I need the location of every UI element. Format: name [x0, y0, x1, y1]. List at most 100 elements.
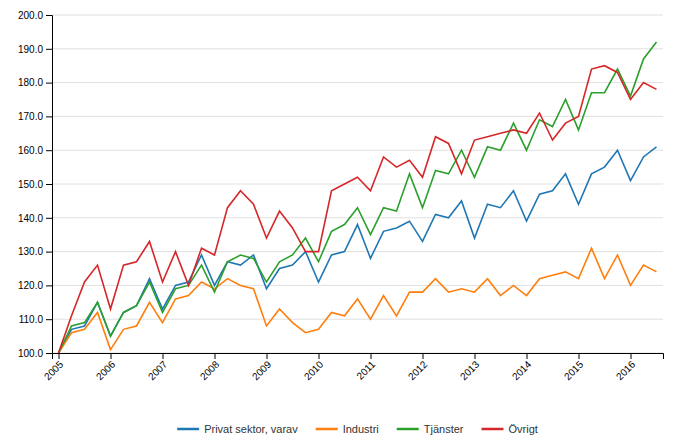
legend-label: Privat sektor, varav	[204, 423, 298, 435]
x-tick-label: 2006	[94, 358, 118, 382]
grid-line	[52, 48, 663, 49]
y-tick: 140.0	[18, 213, 52, 224]
x-tick-label: 2011	[354, 358, 377, 381]
y-tick: 200.0	[18, 10, 52, 21]
y-tick: 150.0	[18, 179, 52, 190]
legend-swatch	[482, 428, 504, 431]
legend-item: Industri	[316, 423, 379, 435]
legend-item: Privat sektor, varav	[177, 423, 298, 435]
y-tick: 100.0	[18, 348, 52, 359]
y-tick-label: 200.0	[18, 10, 43, 21]
y-tick-mark	[46, 353, 52, 354]
y-tick: 190.0	[18, 44, 52, 55]
grid-line	[52, 285, 663, 286]
x-tick: 2012	[406, 353, 430, 382]
y-tick: 120.0	[18, 280, 52, 291]
x-tick-label: 2009	[250, 358, 274, 382]
y-tick-mark	[46, 285, 52, 286]
y-tick-mark	[46, 252, 52, 253]
legend-item: Tjänster	[397, 423, 464, 435]
x-tick-mark	[215, 353, 216, 359]
x-tick-label: 2007	[146, 358, 170, 382]
y-tick-mark	[46, 184, 52, 185]
grid-line	[52, 82, 663, 83]
x-tick: 2008	[198, 353, 222, 382]
x-tick-mark	[527, 353, 528, 359]
grid-line	[52, 150, 663, 151]
x-tick-mark	[267, 353, 268, 359]
y-axis-line	[46, 16, 53, 354]
legend-item: Övrigt	[482, 423, 538, 435]
y-tick-mark	[46, 218, 52, 219]
y-tick-label: 170.0	[18, 111, 43, 122]
x-tick-mark	[163, 353, 164, 359]
x-tick-label: 2014	[510, 358, 534, 382]
x-tick-label: 2012	[406, 358, 430, 382]
x-tick: 2007	[146, 353, 170, 382]
grid	[52, 15, 663, 353]
y-tick: 110.0	[19, 314, 52, 325]
y-tick: 130.0	[18, 246, 52, 257]
x-tick-label: 2010	[302, 358, 326, 382]
grid-line	[52, 319, 663, 320]
x-tick: 2006	[94, 353, 118, 382]
x-tick: 2015	[562, 353, 586, 382]
x-tick: 2016	[614, 353, 638, 382]
grid-line	[52, 15, 663, 16]
y-tick-label: 110.0	[19, 314, 44, 325]
legend-swatch	[316, 428, 338, 431]
x-tick-label: 2005	[42, 358, 66, 382]
x-tick: 2011	[354, 353, 377, 382]
x-tick-label: 2013	[458, 358, 482, 382]
x-tick-mark	[59, 353, 60, 359]
legend-label: Övrigt	[509, 423, 538, 435]
x-tick: 2009	[250, 353, 274, 382]
y-tick-mark	[46, 15, 52, 16]
legend-swatch	[177, 428, 199, 431]
series-line	[59, 248, 657, 353]
y-tick-label: 180.0	[18, 77, 43, 88]
series-line	[59, 66, 657, 353]
y-tick: 170.0	[18, 111, 52, 122]
y-tick-mark	[46, 319, 52, 320]
x-tick: 2013	[458, 353, 482, 382]
x-tick-mark	[475, 353, 476, 359]
y-tick-label: 160.0	[18, 145, 43, 156]
y-tick-label: 140.0	[18, 213, 43, 224]
x-tick-mark	[423, 353, 424, 359]
plot: 2005 2006 2007 2008 2009 2010 2011 2012 2013 2014…	[18, 10, 664, 382]
y-tick: 160.0	[18, 145, 52, 156]
grid-line	[52, 184, 663, 185]
y-tick-mark	[46, 150, 52, 151]
x-axis-line	[53, 354, 664, 360]
x-tick: 2014	[510, 353, 534, 382]
x-tick-label: 2016	[614, 358, 638, 382]
grid-line	[52, 116, 663, 117]
y-tick-mark	[46, 49, 52, 50]
x-tick: 2010	[302, 353, 326, 382]
series-line	[59, 42, 657, 353]
x-tick-mark	[631, 353, 632, 359]
chart: 2005 2006 2007 2008 2009 2010 2011 2012 2013 2014…	[0, 0, 681, 443]
y-tick-label: 190.0	[18, 44, 43, 55]
y-axis: 100.0 110.0 120.0 130.0 140.0 150.0 160.0 170.0…	[18, 10, 53, 359]
x-tick: 2005	[42, 353, 66, 382]
x-tick-mark	[371, 353, 372, 359]
legend-swatch	[397, 428, 419, 431]
y-tick-mark	[46, 116, 52, 117]
y-tick-mark	[46, 83, 52, 84]
x-axis: 2005 2006 2007 2008 2009 2010 2011 2012 2013 2014…	[42, 353, 664, 382]
x-tick-mark	[111, 353, 112, 359]
x-tick-label: 2015	[562, 358, 586, 382]
legend-label: Tjänster	[424, 423, 464, 435]
y-tick: 180.0	[18, 77, 52, 88]
x-tick-label: 2008	[198, 358, 222, 382]
lines	[59, 42, 657, 353]
x-tick-mark	[579, 353, 580, 359]
grid-line	[52, 217, 663, 218]
y-tick-label: 100.0	[18, 348, 43, 359]
legend: Privat sektor, varav Industri Tjänster Övri…	[177, 423, 538, 435]
x-tick-mark	[319, 353, 320, 359]
y-tick-label: 150.0	[18, 179, 43, 190]
y-tick-label: 130.0	[18, 246, 43, 257]
